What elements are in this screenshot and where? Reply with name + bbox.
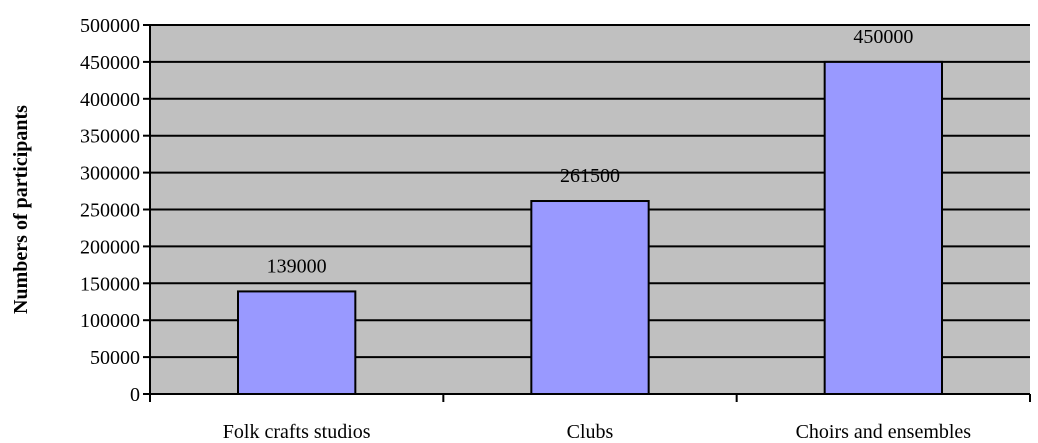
x-category-label: Clubs (567, 421, 614, 443)
bar (530, 200, 650, 395)
y-tick-label: 450000 (80, 52, 140, 74)
y-tick-label: 200000 (80, 236, 140, 258)
y-axis: 0 50000 100000 150000 200000 250000 300000 3500… (80, 15, 151, 406)
y-tick-label: 250000 (80, 200, 140, 222)
y-axis-title: Numbers of participants (10, 105, 32, 314)
y-tick-label: 100000 (80, 310, 140, 332)
data-label: 139000 (267, 255, 327, 277)
data-label: 450000 (853, 26, 913, 48)
x-category-label: Choirs and ensembles (796, 421, 972, 443)
x-axis: Folk crafts studios Clubs Choirs and ensem… (149, 393, 1031, 443)
y-tick-label: 300000 (80, 163, 140, 185)
y-tick-label: 50000 (90, 347, 140, 369)
y-tick-label: 350000 (80, 126, 140, 148)
data-labels: 139000 261500 450000 (267, 26, 914, 278)
x-category-label: Folk crafts studios (223, 421, 371, 443)
y-tick-label: 0 (130, 384, 140, 406)
y-tick-label: 500000 (80, 15, 140, 37)
y-tick-label: 150000 (80, 273, 140, 295)
bars (237, 60, 944, 396)
y-tick-label: 400000 (80, 89, 140, 111)
bar (823, 60, 944, 396)
data-label: 261500 (560, 165, 620, 187)
bar (237, 290, 357, 395)
